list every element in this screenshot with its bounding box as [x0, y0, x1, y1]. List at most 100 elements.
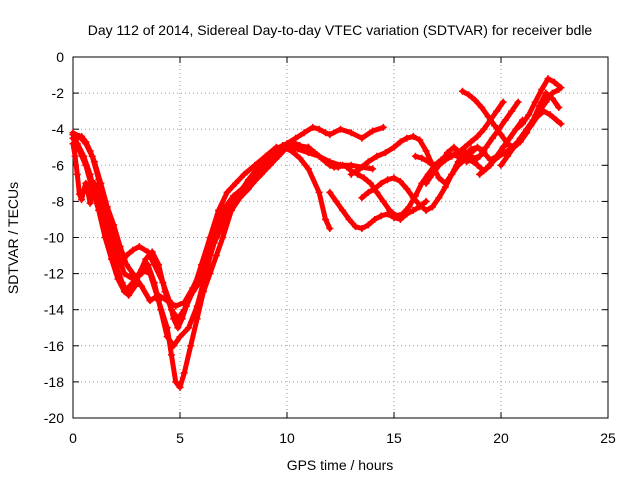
data-point	[232, 179, 240, 187]
y-tick-label: -12	[44, 266, 64, 282]
data-point	[403, 134, 411, 142]
y-tick-label: -8	[52, 193, 65, 209]
data-point	[488, 158, 496, 166]
data-point	[118, 279, 126, 287]
data-point	[544, 75, 552, 83]
data-point	[311, 149, 319, 157]
data-point	[516, 134, 524, 142]
data-point	[197, 266, 205, 274]
data-point	[495, 152, 503, 160]
y-tick-label: -14	[44, 302, 64, 318]
data-point	[358, 224, 366, 232]
data-point	[384, 210, 392, 218]
data-series	[69, 75, 565, 391]
data-point	[112, 261, 120, 269]
data-point	[358, 194, 366, 202]
data-point	[351, 223, 359, 231]
x-axis-label: GPS time / hours	[287, 457, 394, 473]
series-trace	[497, 85, 563, 169]
data-point	[116, 243, 124, 251]
data-point	[304, 143, 312, 151]
data-point	[180, 306, 188, 314]
data-point	[499, 143, 507, 151]
data-point	[80, 187, 88, 195]
data-point	[137, 282, 145, 290]
data-point	[73, 134, 81, 142]
data-point	[180, 369, 188, 377]
data-point	[369, 127, 377, 135]
data-point	[326, 224, 334, 232]
data-point	[465, 91, 473, 99]
data-point	[508, 107, 516, 115]
y-tick-label: -16	[44, 338, 64, 354]
data-point	[448, 170, 456, 178]
data-point	[461, 143, 469, 151]
data-point	[347, 170, 355, 178]
data-point	[155, 291, 163, 299]
axis-ticks: 0 5 10 15 20 25 0 -2 -4 -6 -8 -10 -12 -14 -16 -18 -20	[44, 49, 616, 446]
data-point	[555, 104, 563, 112]
data-point	[326, 161, 334, 169]
data-point	[78, 132, 86, 140]
data-point	[240, 170, 248, 178]
data-point	[422, 147, 430, 155]
data-point	[510, 143, 518, 151]
data-point	[86, 199, 94, 207]
data-point	[396, 215, 404, 223]
data-point	[360, 174, 368, 182]
data-point	[135, 243, 143, 251]
grid	[73, 57, 608, 418]
data-point	[142, 255, 150, 263]
data-point	[322, 215, 330, 223]
data-point	[435, 194, 443, 202]
chart-title: Day 112 of 2014, Sidereal Day-to-day VTE…	[88, 22, 593, 38]
data-point	[467, 149, 475, 157]
y-tick-label: -20	[44, 410, 64, 426]
data-point	[390, 214, 398, 222]
data-point	[482, 143, 490, 151]
y-tick-label: -4	[52, 121, 65, 137]
data-point	[326, 131, 334, 139]
data-point	[215, 219, 223, 227]
data-point	[546, 111, 554, 119]
data-point	[409, 132, 417, 140]
data-point	[315, 188, 323, 196]
data-point	[345, 215, 353, 223]
data-point	[300, 129, 308, 137]
data-point	[429, 170, 437, 178]
data-point	[163, 297, 171, 305]
data-point	[364, 188, 372, 196]
data-point	[366, 179, 374, 187]
x-tick-label: 0	[69, 430, 77, 446]
data-point	[219, 234, 227, 241]
data-point	[326, 188, 334, 196]
data-point	[555, 85, 563, 93]
data-point	[501, 116, 509, 124]
data-point	[396, 138, 404, 146]
y-tick-label: -2	[52, 85, 65, 101]
data-point	[437, 158, 445, 166]
data-point	[364, 221, 372, 229]
data-point	[174, 315, 182, 323]
data-point	[334, 163, 342, 171]
data-point	[373, 152, 381, 160]
data-point	[542, 98, 550, 106]
x-tick-label: 25	[600, 430, 616, 446]
data-point	[148, 248, 156, 256]
data-point	[176, 333, 184, 341]
data-point	[78, 196, 86, 204]
data-point	[356, 165, 364, 173]
data-point	[476, 170, 484, 178]
data-point	[103, 224, 111, 232]
data-point	[497, 131, 505, 139]
data-point	[377, 179, 385, 187]
y-tick-label: -10	[44, 230, 64, 246]
data-point	[294, 141, 302, 149]
x-tick-label: 5	[176, 430, 184, 446]
data-point	[538, 85, 546, 93]
data-point	[71, 152, 79, 160]
data-point	[253, 165, 261, 173]
data-point	[174, 324, 182, 332]
data-point	[542, 89, 550, 97]
data-point	[244, 176, 252, 184]
